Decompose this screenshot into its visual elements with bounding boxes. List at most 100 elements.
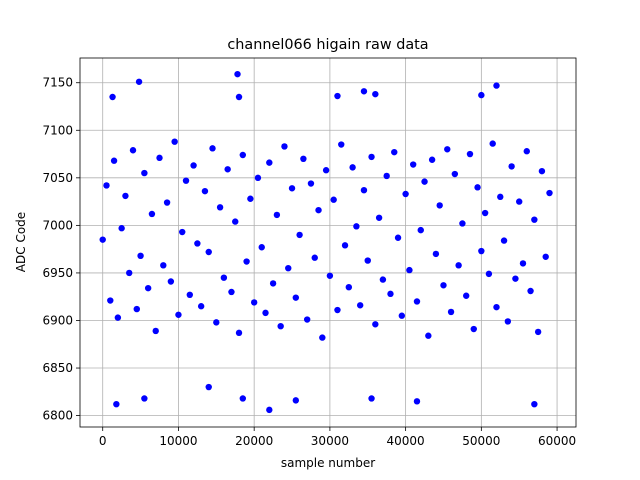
point xyxy=(481,209,489,217)
point xyxy=(451,170,459,178)
point xyxy=(228,288,235,296)
point xyxy=(428,156,436,163)
point xyxy=(277,322,284,330)
point xyxy=(269,280,277,287)
point xyxy=(224,166,231,173)
point xyxy=(436,202,443,209)
point xyxy=(444,146,451,153)
point xyxy=(379,276,387,283)
point xyxy=(470,325,477,333)
point xyxy=(391,148,398,156)
point xyxy=(349,164,356,171)
point xyxy=(110,157,118,164)
y-axis-label: ADC Code xyxy=(14,212,28,272)
y-tick-label: 7100 xyxy=(42,123,73,137)
point xyxy=(417,226,424,234)
point xyxy=(440,282,447,289)
y-tick-label: 7000 xyxy=(42,218,73,232)
x-tick-label: 30000 xyxy=(311,434,349,448)
point xyxy=(205,383,212,391)
point xyxy=(523,148,530,155)
point xyxy=(527,287,534,295)
y-tick-label: 6800 xyxy=(42,409,73,423)
x-tick-label: 10000 xyxy=(159,434,197,448)
point xyxy=(209,145,216,152)
point xyxy=(148,210,156,218)
point xyxy=(345,283,353,291)
point xyxy=(500,237,508,244)
point xyxy=(235,329,243,337)
point xyxy=(478,91,485,99)
point xyxy=(364,257,371,264)
point xyxy=(398,312,406,319)
point xyxy=(194,240,201,247)
point xyxy=(413,298,421,305)
point xyxy=(334,306,341,314)
point xyxy=(406,266,413,274)
point xyxy=(292,294,300,301)
point xyxy=(353,223,360,230)
point xyxy=(413,398,421,405)
point xyxy=(137,252,144,260)
point xyxy=(534,328,542,336)
point xyxy=(360,88,368,95)
point xyxy=(163,199,171,206)
point xyxy=(459,220,466,227)
point xyxy=(516,198,523,205)
point xyxy=(243,258,250,265)
point xyxy=(519,260,527,267)
point xyxy=(175,311,182,318)
point xyxy=(122,192,129,200)
point xyxy=(542,253,549,260)
point xyxy=(319,334,326,341)
point xyxy=(197,303,205,310)
point xyxy=(512,275,519,282)
point xyxy=(239,151,247,159)
point xyxy=(315,206,322,214)
x-axis-label: sample number xyxy=(281,456,375,470)
point xyxy=(126,269,133,277)
chart-title: channel066 higain raw data xyxy=(227,37,428,53)
point xyxy=(171,138,178,145)
point xyxy=(504,318,512,325)
point xyxy=(113,400,120,408)
point xyxy=(466,150,474,158)
point xyxy=(99,236,106,243)
point xyxy=(326,272,334,279)
point xyxy=(156,154,163,162)
point xyxy=(118,225,125,232)
point xyxy=(254,174,262,182)
point xyxy=(485,270,493,278)
point xyxy=(266,159,273,166)
point xyxy=(220,274,228,281)
point xyxy=(152,327,159,335)
point xyxy=(455,262,462,269)
point xyxy=(234,70,241,78)
point xyxy=(375,214,383,221)
point xyxy=(360,186,368,194)
point xyxy=(303,316,311,323)
x-tick-label: 50000 xyxy=(462,434,500,448)
point xyxy=(478,247,485,255)
point xyxy=(409,161,417,168)
point xyxy=(402,190,409,198)
point xyxy=(281,143,288,150)
point xyxy=(334,92,341,100)
point xyxy=(160,262,167,269)
point xyxy=(129,147,137,154)
y-tick-label: 6950 xyxy=(42,266,73,280)
point xyxy=(383,172,390,180)
point xyxy=(372,321,379,328)
point xyxy=(474,184,481,191)
x-tick-label: 60000 xyxy=(538,434,576,448)
point xyxy=(425,332,432,339)
point xyxy=(531,400,538,408)
point xyxy=(273,211,281,219)
point xyxy=(447,308,455,316)
point xyxy=(432,250,440,258)
point xyxy=(493,303,500,311)
y-tick-label: 6850 xyxy=(42,361,73,375)
point xyxy=(179,228,186,236)
point xyxy=(508,163,515,170)
